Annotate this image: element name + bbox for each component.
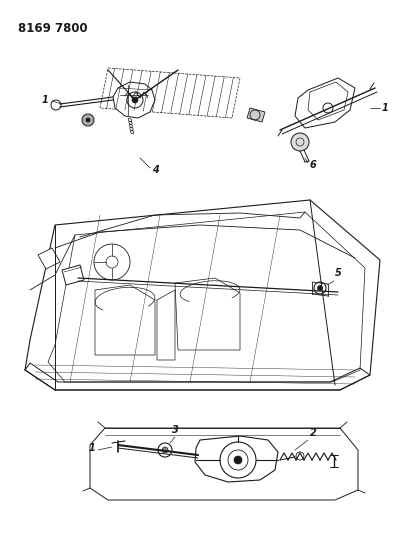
Circle shape bbox=[86, 118, 90, 122]
Circle shape bbox=[162, 447, 168, 453]
Text: 1: 1 bbox=[41, 95, 48, 105]
Text: 2: 2 bbox=[310, 428, 317, 438]
Polygon shape bbox=[247, 108, 265, 122]
Text: 6: 6 bbox=[310, 160, 317, 170]
Circle shape bbox=[158, 443, 172, 457]
Polygon shape bbox=[113, 82, 155, 118]
Circle shape bbox=[318, 286, 323, 290]
Circle shape bbox=[132, 97, 138, 103]
Text: 1: 1 bbox=[382, 103, 389, 113]
Polygon shape bbox=[25, 200, 380, 390]
Text: 4: 4 bbox=[152, 165, 159, 175]
Circle shape bbox=[127, 92, 143, 108]
Text: 1: 1 bbox=[88, 443, 95, 453]
Text: 3: 3 bbox=[172, 425, 178, 435]
Circle shape bbox=[291, 133, 309, 151]
Circle shape bbox=[220, 442, 256, 478]
Text: 8169 7800: 8169 7800 bbox=[18, 22, 88, 35]
Polygon shape bbox=[295, 78, 355, 128]
Polygon shape bbox=[62, 265, 84, 285]
Polygon shape bbox=[90, 428, 358, 500]
Polygon shape bbox=[175, 278, 240, 350]
Circle shape bbox=[228, 450, 248, 470]
Polygon shape bbox=[195, 436, 278, 482]
Circle shape bbox=[234, 456, 242, 464]
Polygon shape bbox=[38, 248, 60, 269]
Text: 5: 5 bbox=[335, 268, 342, 278]
Circle shape bbox=[314, 282, 326, 294]
Circle shape bbox=[82, 114, 94, 126]
Polygon shape bbox=[95, 285, 155, 355]
